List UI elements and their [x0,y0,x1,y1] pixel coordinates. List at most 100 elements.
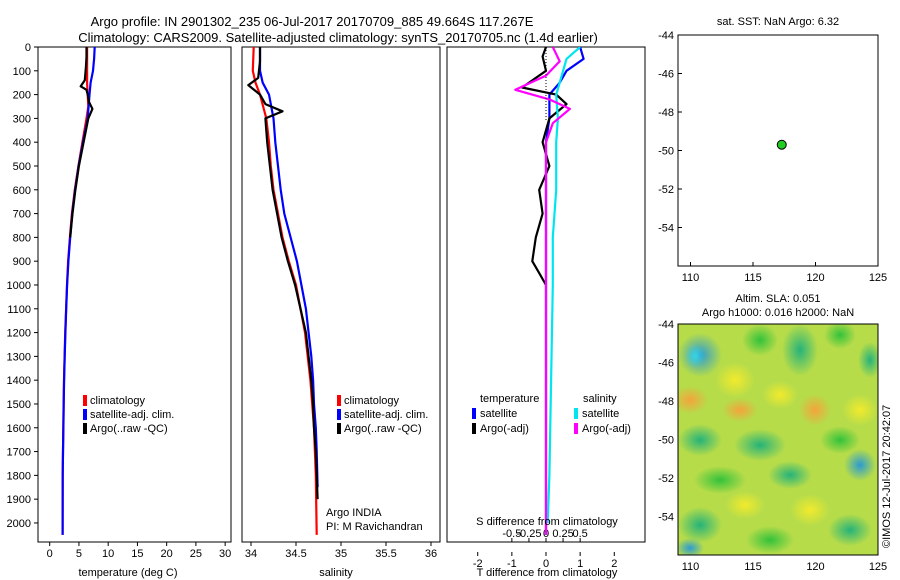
s-difference-tick-labels: -0.5-0.25 0 0.250.5 [502,528,588,542]
sla-cell [844,449,876,481]
x-tick-label: 110 [682,272,700,284]
x-tick-label: 0 [543,558,549,570]
series-line-s-argo-adj- [514,47,572,535]
y-tick-label: 200 [13,90,31,102]
sla-cell [725,491,765,519]
x-tick-label: 15 [131,548,143,560]
y-tick-label: 1200 [7,328,31,340]
sla-cell [768,461,812,489]
temperature-series [61,47,96,535]
sla-title-line1: Altim. SLA: 0.051 [736,293,821,305]
sla-cell [678,424,722,456]
legend-swatch-argo [337,423,341,434]
x-tick-label: -2 [473,558,483,570]
argo-program-label: Argo INDIA [326,507,382,519]
y-tick-label: 600 [13,185,31,197]
legend-label-climatology: climatology [90,395,146,407]
series-line-satellite-adj-clim- [258,47,319,488]
x-tick-label: 120 [806,561,824,573]
legend-swatch-climatology [83,395,87,406]
sla-heatmap [678,324,878,555]
legend-label-t-argo: Argo(-adj) [480,423,529,435]
legend-swatch-t-satellite [472,408,476,419]
x-tick-label: 120 [806,272,824,284]
salinity-xlabel: salinity [319,567,353,579]
salinity-series [247,47,319,535]
x-tick-label: 34.5 [285,548,306,560]
x-tick-label: 1 [577,558,583,570]
sla-cell [828,514,872,546]
difference-series [514,47,585,535]
x-tick-label: 5 [76,548,82,560]
legend-label-satellite: satellite-adj. clim. [90,409,174,421]
s-tick-label: -0.5 [502,528,521,540]
sla-cell [685,344,705,368]
legend-swatch-satellite [83,409,87,420]
legend-swatch-s-satellite [574,408,578,419]
sla-cell [782,324,818,376]
argo-position-marker [776,139,787,150]
legend-title-temperature: temperature [480,393,539,405]
x-tick-label: 2 [611,558,617,570]
y-tick-label: 1800 [7,470,31,482]
imos-credit: ©IMOS 12-Jul-2017 20:42:07 [881,405,893,548]
y-tick-label: -44 [658,30,674,42]
y-tick-label: 400 [13,137,31,149]
y-tick-label: -54 [658,512,674,524]
t-difference-xlabel: T difference from climatology [477,567,618,579]
legend-label-t-satellite: satellite [480,408,517,420]
sla-cell [715,362,755,398]
salinity-axes [241,46,441,543]
y-tick-label: 800 [13,232,31,244]
x-tick-label: 125 [869,272,887,284]
y-tick-label: -44 [658,319,674,331]
sla-cell [858,342,878,378]
sla-map-tick-labels: 110 115 120 125 -44 -46 -48 -50 -52 -54 [658,319,887,573]
s-tick-label: 0.25 [552,528,573,540]
y-tick-label: 1500 [7,399,31,411]
position-tick-labels: 110 115 120 125 -44 -46 -48 -50 -52 -54 [658,30,887,284]
sla-cell [824,324,856,349]
y-tick-label: 500 [13,161,31,173]
temperature-tick-labels: 0 5 10 15 20 25 30 [47,542,231,560]
y-tick-label: 1700 [7,447,31,459]
sla-cell [694,466,746,494]
temperature-axes [37,46,232,543]
y-tick-label: -52 [658,473,674,485]
y-tick-label: -46 [658,69,674,81]
sla-cell [678,538,704,555]
legend-label-argo: Argo(..raw -QC) [344,423,422,435]
x-tick-label: 0 [47,548,53,560]
legend-label-argo: Argo(..raw -QC) [90,423,168,435]
x-tick-label: 110 [682,561,700,573]
sla-cell [820,426,860,454]
sla-cell [842,394,878,426]
series-line-argo-raw-qc- [69,47,94,238]
x-tick-label: 115 [744,561,762,573]
sla-cell [678,386,708,414]
legend-swatch-climatology [337,395,341,406]
y-tick-label: 300 [13,113,31,125]
sla-cell [762,381,798,409]
sla-cell [742,324,778,356]
sla-cell [746,526,794,554]
principal-investigator-label: PI: M Ravichandran [326,521,423,533]
y-tick-label: 1100 [7,304,31,316]
s-difference-xlabel: S difference from climatology [476,516,618,528]
series-line-satellite-adj-clim- [61,47,96,535]
y-tick-label: 1900 [7,494,31,506]
legend-label-s-satellite: satellite [582,408,619,420]
figure-title-line1: Argo profile: IN 2901302_235 06-Jul-2017… [91,14,534,29]
position-points [776,139,787,150]
y-tick-label: -50 [658,435,674,447]
t-difference-tick-labels: -2 -1 0 1 2 [473,552,617,570]
y-tick-label: 100 [13,66,31,78]
x-tick-label: 35.5 [375,548,396,560]
y-tick-label: -46 [658,358,674,370]
legend-label-climatology: climatology [344,395,400,407]
y-tick-label: -50 [658,146,674,158]
depth-tick-labels: 0 100 200 300 400 500 600 700 800 900 1000 1100 1200… [7,42,38,530]
y-tick-label: 1300 [7,351,31,363]
legend-swatch-s-argo [574,423,578,434]
